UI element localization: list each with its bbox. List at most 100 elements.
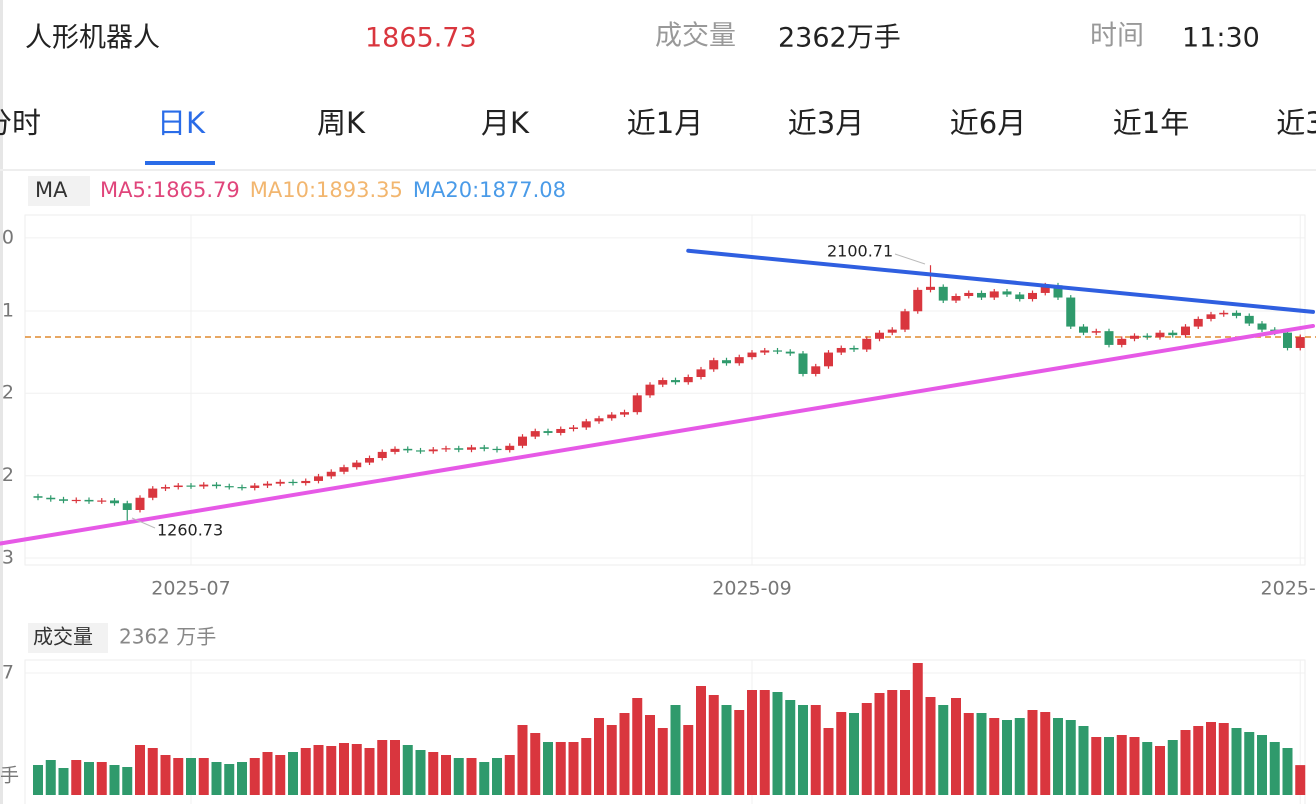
volume-bar — [581, 738, 592, 795]
y-tick-label: 0 — [2, 226, 14, 248]
volume-bar — [861, 703, 872, 795]
volume-bar — [390, 740, 400, 795]
candle-body — [403, 448, 413, 451]
volume-bar — [198, 758, 209, 795]
volume-bar — [1295, 765, 1306, 795]
x-tick-label: 2025-11 — [1261, 578, 1316, 600]
candle-body — [1155, 332, 1165, 338]
candle-body — [1168, 332, 1178, 336]
volume-bar — [300, 748, 311, 795]
candle-body — [352, 462, 362, 468]
volume-bar — [428, 752, 439, 795]
candle-body — [173, 485, 183, 488]
volume-bar — [517, 725, 528, 795]
candle-body — [887, 329, 897, 333]
leader-line — [131, 517, 156, 529]
candle-body — [696, 369, 706, 378]
volume-bar — [173, 758, 184, 795]
candle-body — [428, 449, 438, 452]
candle-body — [671, 380, 680, 383]
tab[interactable]: 周K — [317, 106, 366, 140]
volume-bar — [441, 755, 451, 795]
candle-body — [288, 481, 298, 484]
y-tick-label: 2 — [2, 464, 14, 486]
volume-bar — [492, 758, 502, 795]
stock-price: 1865.73 — [365, 23, 477, 54]
candle-body — [250, 485, 260, 488]
volume-bar — [696, 686, 706, 795]
candle-body — [1283, 332, 1292, 348]
candle-body — [1028, 292, 1037, 300]
candle-body — [1219, 312, 1229, 315]
candle-body — [683, 377, 693, 383]
tab[interactable]: 近6月 — [950, 106, 1026, 140]
volume-bar — [479, 762, 490, 795]
volume-bar — [351, 744, 362, 795]
candle-body — [467, 447, 476, 450]
tab[interactable]: 近1年 — [1113, 106, 1189, 140]
volume-bar — [211, 762, 222, 795]
volume-bar — [708, 695, 719, 795]
volume-value: 2362万手 — [778, 23, 901, 54]
candle-body — [632, 395, 642, 413]
candle-body — [71, 499, 81, 502]
volume-bar — [1065, 720, 1076, 795]
volume-bar — [237, 762, 247, 795]
volume-bar — [619, 713, 630, 795]
volume-bar — [683, 725, 694, 795]
candle-body — [122, 503, 132, 510]
volume-bar — [912, 663, 923, 795]
candle-body — [97, 500, 107, 502]
volume-frame — [24, 659, 1306, 804]
volume-bar — [721, 705, 732, 795]
candle-body — [1053, 285, 1063, 298]
volume-bar — [109, 765, 120, 795]
volume-bar — [887, 690, 898, 795]
trendline — [0, 323, 1315, 546]
candle-body — [1142, 335, 1152, 338]
candle-body — [390, 448, 400, 452]
volume-bar — [632, 698, 643, 795]
candle-body — [773, 350, 782, 352]
volume-bar — [849, 713, 859, 795]
time-label: 时间 — [1090, 21, 1144, 52]
volume-bar — [836, 712, 847, 795]
volume-bar — [989, 718, 1000, 795]
volume-bar — [122, 767, 133, 795]
tab[interactable]: 近3月 — [788, 106, 864, 140]
tab[interactable]: 月K — [481, 106, 530, 140]
volume-bar — [823, 728, 834, 795]
candle-body — [951, 296, 961, 301]
x-tick-label: 2025-09 — [712, 578, 791, 600]
candle-body — [1117, 338, 1127, 345]
volume-bar — [530, 733, 541, 795]
volume-bar — [45, 760, 56, 795]
tab[interactable]: 近3 — [1276, 106, 1316, 140]
candle-body — [314, 476, 323, 481]
volume-bar — [1155, 746, 1165, 795]
volume-bar — [275, 755, 286, 795]
candle-body — [722, 360, 731, 364]
candle-body — [760, 350, 770, 353]
volume-bar — [1142, 742, 1153, 795]
volume-bar — [785, 700, 796, 795]
volume-bar — [1002, 720, 1012, 795]
volume-bar — [645, 715, 655, 795]
y-tick-label: 7 — [2, 662, 14, 684]
volume-bar — [504, 755, 515, 795]
candle-body — [569, 427, 578, 429]
ma-label: MA — [35, 178, 68, 202]
candle-body — [849, 347, 859, 350]
tab[interactable]: 日K — [157, 106, 206, 140]
candle-body — [1206, 314, 1216, 319]
legend-entry: MA20:1877.08 — [413, 178, 566, 202]
volume-bar — [147, 748, 158, 795]
candle-body — [1244, 315, 1254, 324]
y-tick-label: 2 — [2, 382, 14, 404]
volume-bar — [1091, 737, 1102, 795]
candle-body — [581, 421, 591, 428]
tab[interactable]: 近1月 — [627, 106, 703, 140]
tab[interactable]: 分时 — [0, 106, 41, 140]
tab-underline — [145, 161, 215, 165]
candle-body — [1181, 326, 1190, 336]
